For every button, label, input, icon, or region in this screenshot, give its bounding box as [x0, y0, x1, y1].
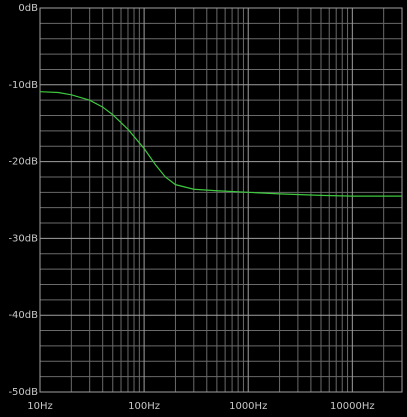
x-tick-label: 1000Hz — [229, 401, 267, 412]
x-tick-label: 10000Hz — [330, 401, 375, 412]
y-tick-label: -30dB — [8, 233, 38, 244]
x-tick-label: 100Hz — [128, 401, 160, 412]
x-tick-label: 10Hz — [27, 401, 53, 412]
y-tick-label: -10dB — [8, 80, 38, 91]
y-tick-label: -40dB — [8, 310, 38, 321]
y-tick-label: 0dB — [18, 3, 38, 14]
y-tick-label: -50dB — [8, 387, 38, 398]
plot-frame — [39, 7, 403, 393]
response-curve — [39, 91, 402, 197]
y-tick-label: -20dB — [8, 157, 38, 168]
